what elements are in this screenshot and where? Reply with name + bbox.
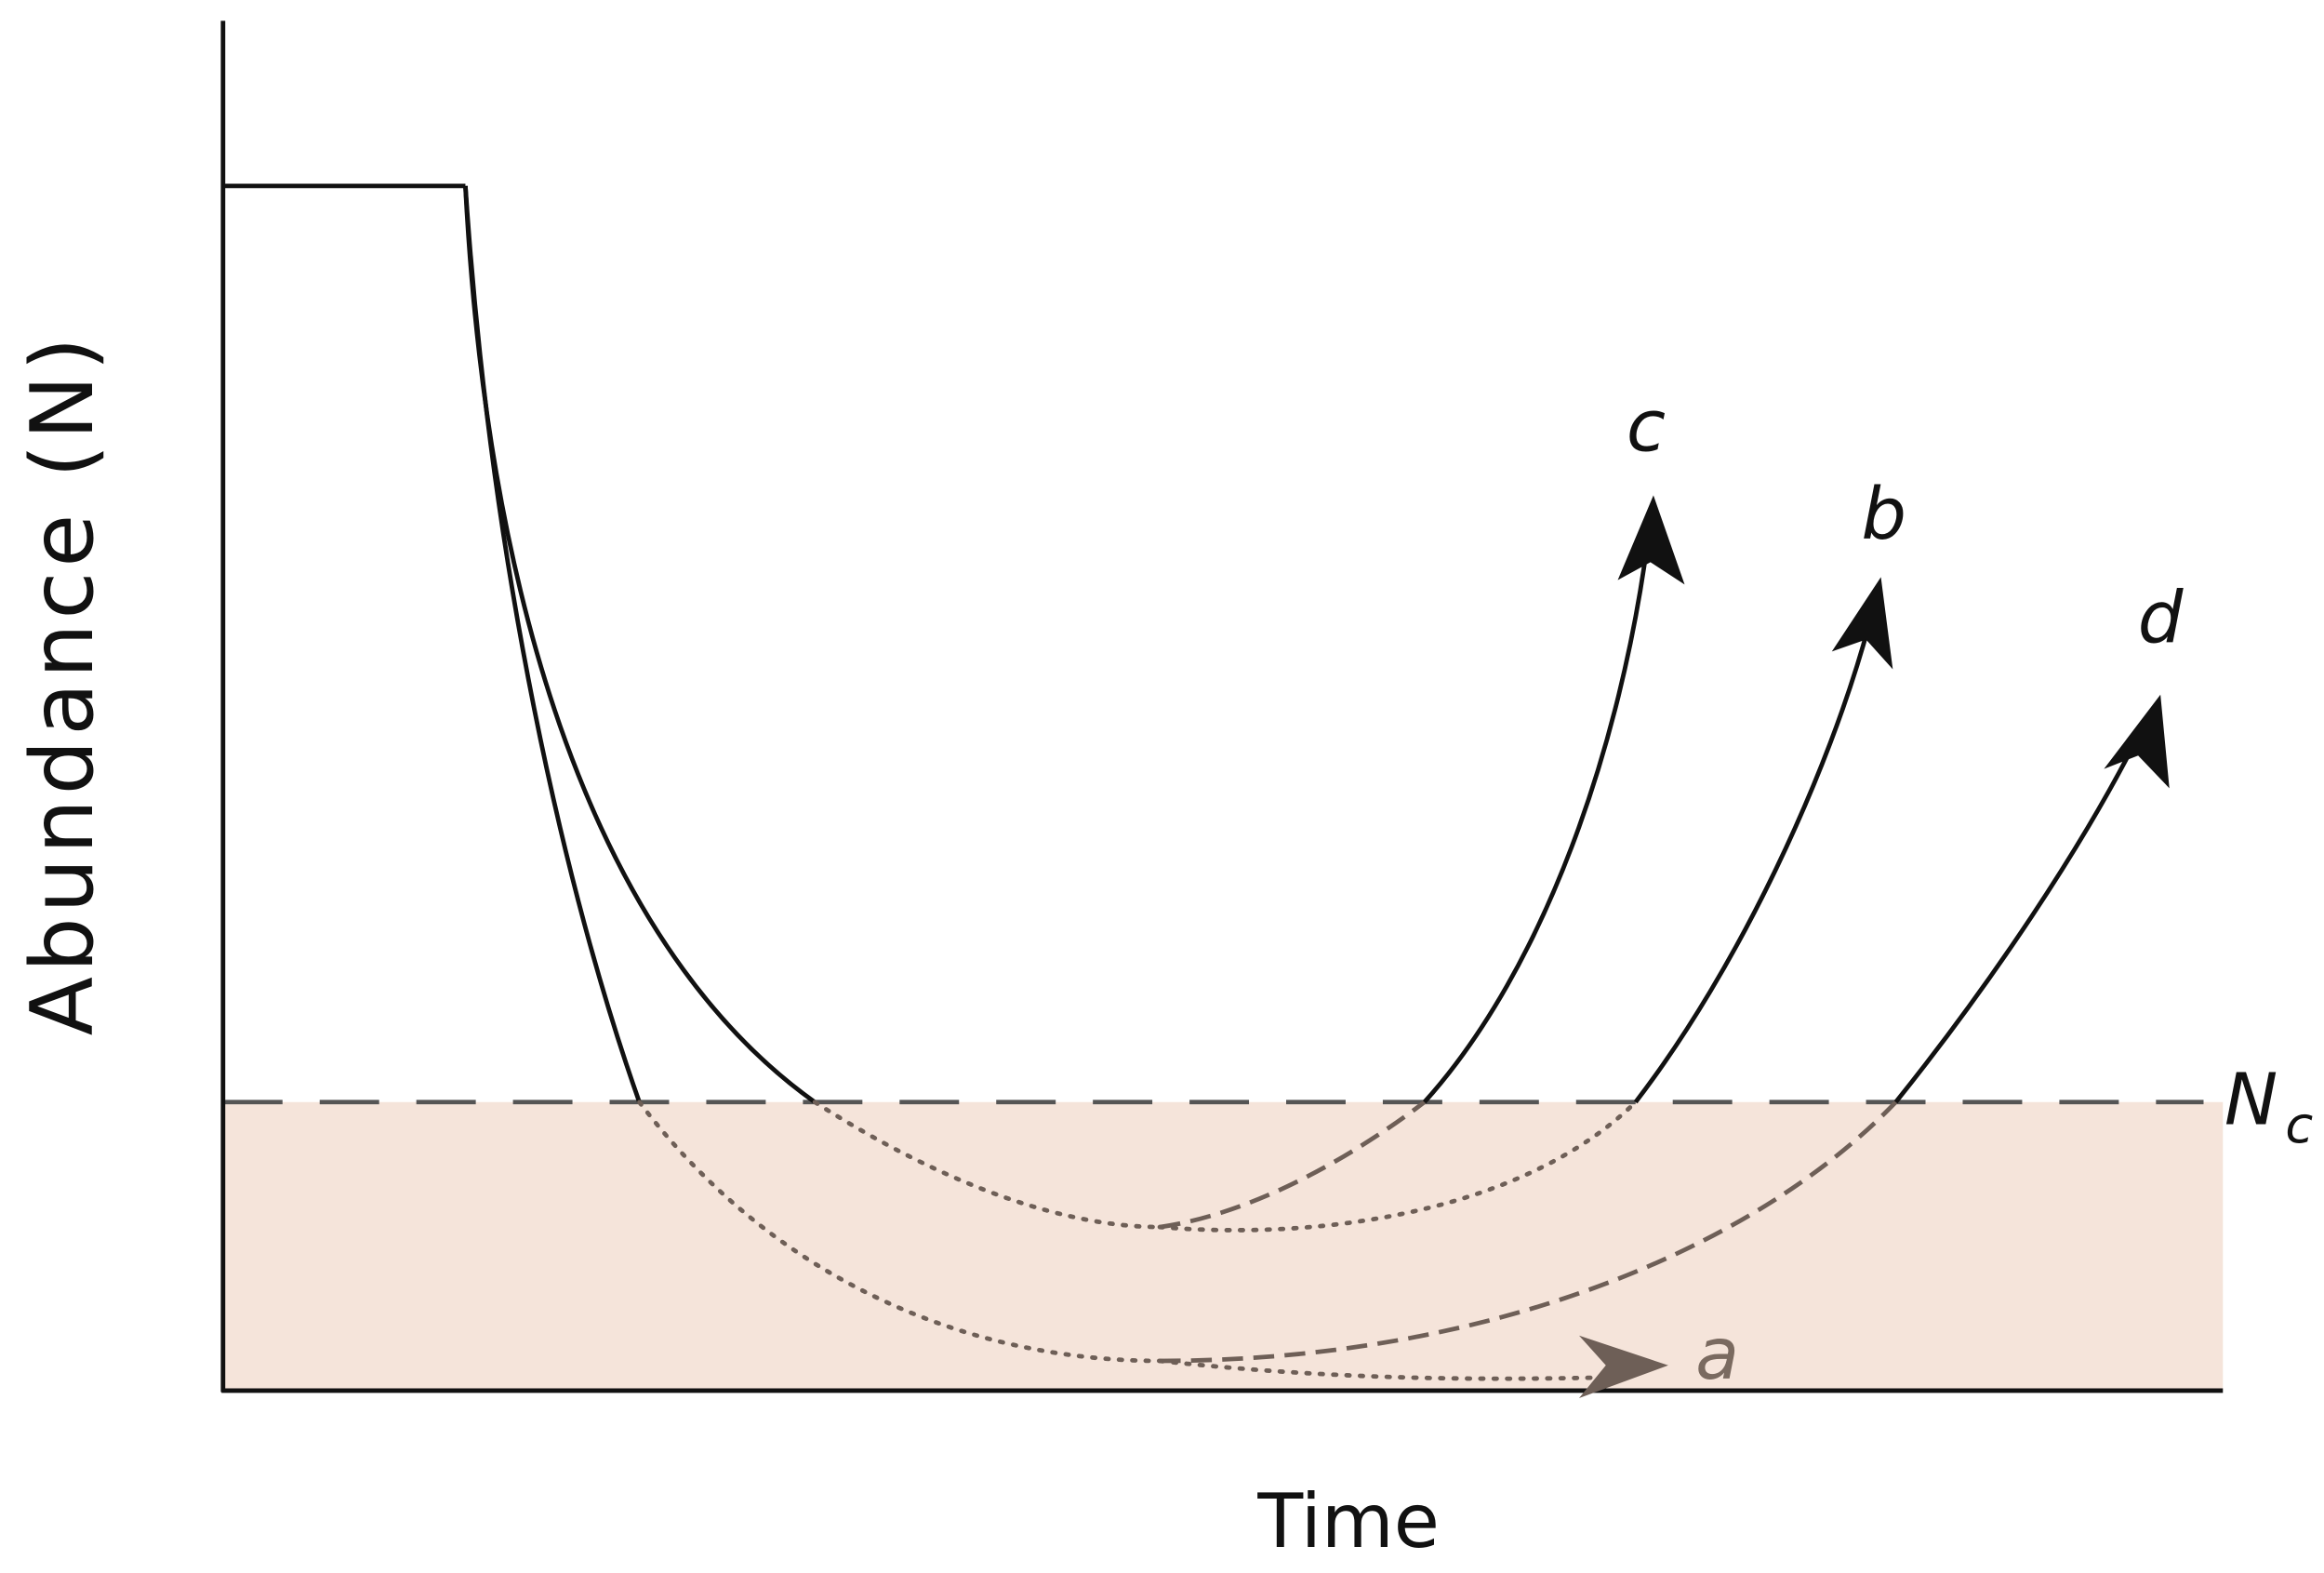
- threshold-subscript: c: [2285, 1096, 2313, 1154]
- trajectory-dashed: [1159, 1100, 1427, 1230]
- critical-zone: [222, 1101, 2224, 1391]
- trajectory-dashed: [1160, 1100, 1898, 1364]
- decline-slow: [463, 185, 817, 1104]
- trajectory-dotted: [1157, 1358, 1616, 1381]
- trajectory-label: a: [1695, 1313, 1739, 1396]
- threshold-label: N: [2224, 1060, 2278, 1142]
- arrowhead: [1578, 1335, 1668, 1398]
- trajectory-label: b: [1861, 473, 1906, 556]
- arrowhead: [1617, 495, 1685, 585]
- y-axis-label: Abundance (N): [12, 333, 113, 1036]
- trajectory-label: d: [2138, 578, 2185, 660]
- trajectory-label: c: [1627, 385, 1666, 468]
- x-axis-label: Time: [1256, 1478, 1440, 1565]
- trajectory-dotted: [1157, 1100, 1639, 1233]
- recovery-c: [1422, 542, 1650, 1104]
- recovery-b: [1633, 623, 1872, 1104]
- arrowhead: [2104, 694, 2170, 789]
- recovery-d: [1893, 738, 2139, 1104]
- arrowhead: [1831, 577, 1893, 670]
- trajectory-dotted: [812, 1100, 1162, 1230]
- trajectory-dotted: [637, 1100, 1162, 1364]
- decline-fast: [463, 185, 642, 1103]
